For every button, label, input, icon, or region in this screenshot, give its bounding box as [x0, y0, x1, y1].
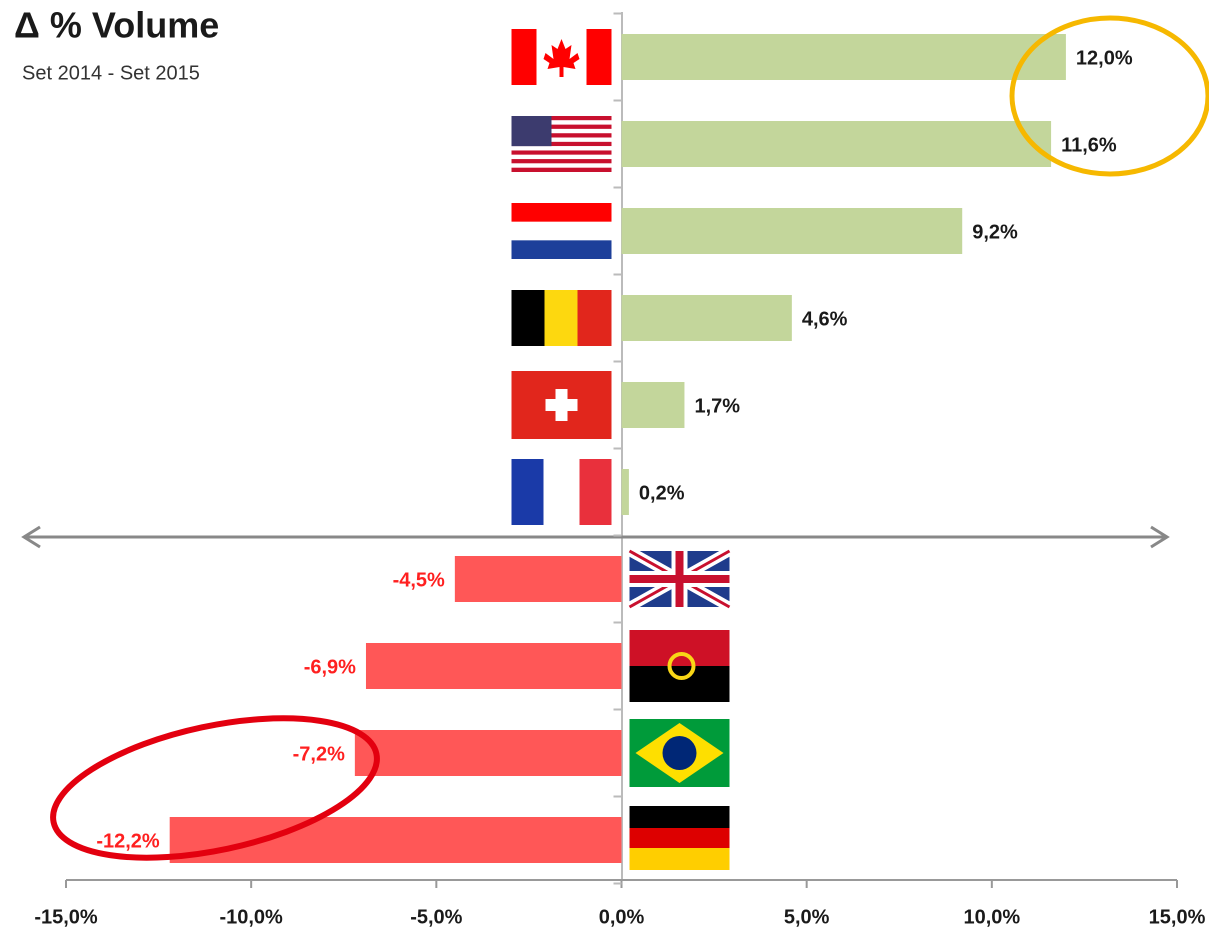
flag-part: [511, 133, 612, 138]
value-label: 0,2%: [639, 482, 685, 504]
flag-part: [511, 221, 612, 242]
flag: [511, 371, 612, 439]
bars: 12,0% 11,6% 9,2% 4,6% 1,7% 0,2% -4,5% -6,9% -7,2…: [96, 34, 1133, 863]
value-label: -6,9%: [304, 656, 356, 678]
x-tick-label: -15,0%: [34, 906, 98, 928]
flag-part: [511, 29, 537, 85]
bar: [354, 730, 622, 776]
bar: [621, 208, 963, 254]
value-label: -12,2%: [96, 830, 160, 852]
flag-part: [511, 240, 612, 259]
flag: [629, 806, 730, 870]
flag: [627, 546, 732, 612]
flag-part: [511, 159, 612, 164]
flag-part: [667, 652, 696, 680]
flag-part: [629, 806, 730, 828]
bar: [621, 34, 1066, 80]
flag-part: [629, 630, 730, 666]
value-label: 4,6%: [802, 308, 848, 330]
flag-part: [675, 551, 684, 607]
x-tick-label: 15,0%: [1149, 906, 1206, 928]
flag: [511, 203, 612, 259]
flag: [511, 29, 612, 85]
flag-part: [629, 666, 730, 702]
chart-subtitle: Set 2014 - Set 2015: [22, 62, 200, 84]
flag-part: [511, 146, 612, 151]
flag-part: [543, 39, 580, 77]
x-tick-label: -5,0%: [410, 906, 462, 928]
flag: [629, 719, 730, 787]
flag-part: [577, 290, 612, 346]
flag-part: [662, 736, 697, 770]
arrow-head: [21, 525, 41, 549]
flag-part: [511, 163, 612, 168]
flag-part: [545, 399, 578, 411]
flag-part: [511, 128, 612, 134]
flag-part: [511, 137, 612, 142]
flag: [511, 116, 612, 172]
flag-part: [586, 29, 612, 85]
x-tick-label: 10,0%: [963, 906, 1020, 928]
flag-part: [511, 120, 612, 125]
flag-part: [629, 828, 730, 848]
value-label: 1,7%: [694, 395, 740, 417]
flag-part: [511, 141, 612, 147]
highlight-ellipse: [1009, 15, 1209, 177]
value-label: 9,2%: [972, 221, 1018, 243]
flag: [511, 459, 612, 525]
bar: [169, 817, 622, 863]
value-label: -4,5%: [393, 569, 445, 591]
chart-title: Δ % Volume: [14, 5, 219, 46]
flag-part: [629, 848, 730, 870]
bar: [454, 556, 622, 602]
x-tick-label: -10,0%: [219, 906, 283, 928]
flag-part: [511, 459, 544, 525]
value-label: -7,2%: [293, 743, 345, 765]
arrow-head: [1150, 525, 1170, 549]
flag-part: [579, 459, 612, 525]
flag: [629, 630, 730, 702]
bar: [621, 469, 629, 515]
flag-part: [544, 290, 579, 346]
highlight-ellipse: [50, 715, 380, 861]
value-label: 11,6%: [1061, 134, 1117, 156]
flag-part: [511, 116, 612, 121]
flag-part: [511, 124, 612, 129]
flag-part: [511, 203, 612, 223]
flag-part: [511, 116, 552, 147]
flag-part: [543, 459, 580, 525]
flag-part: [511, 154, 612, 160]
flag: [511, 290, 612, 346]
flag-part: [511, 167, 612, 172]
flag-part: [511, 290, 546, 346]
value-label: 12,0%: [1076, 47, 1133, 69]
bar: [621, 121, 1052, 167]
bar: [621, 295, 792, 341]
x-tick-label: 0,0%: [599, 906, 645, 928]
bar: [621, 382, 685, 428]
flag-part: [511, 150, 612, 155]
bar: [365, 643, 622, 689]
x-tick-label: 5,0%: [784, 906, 830, 928]
